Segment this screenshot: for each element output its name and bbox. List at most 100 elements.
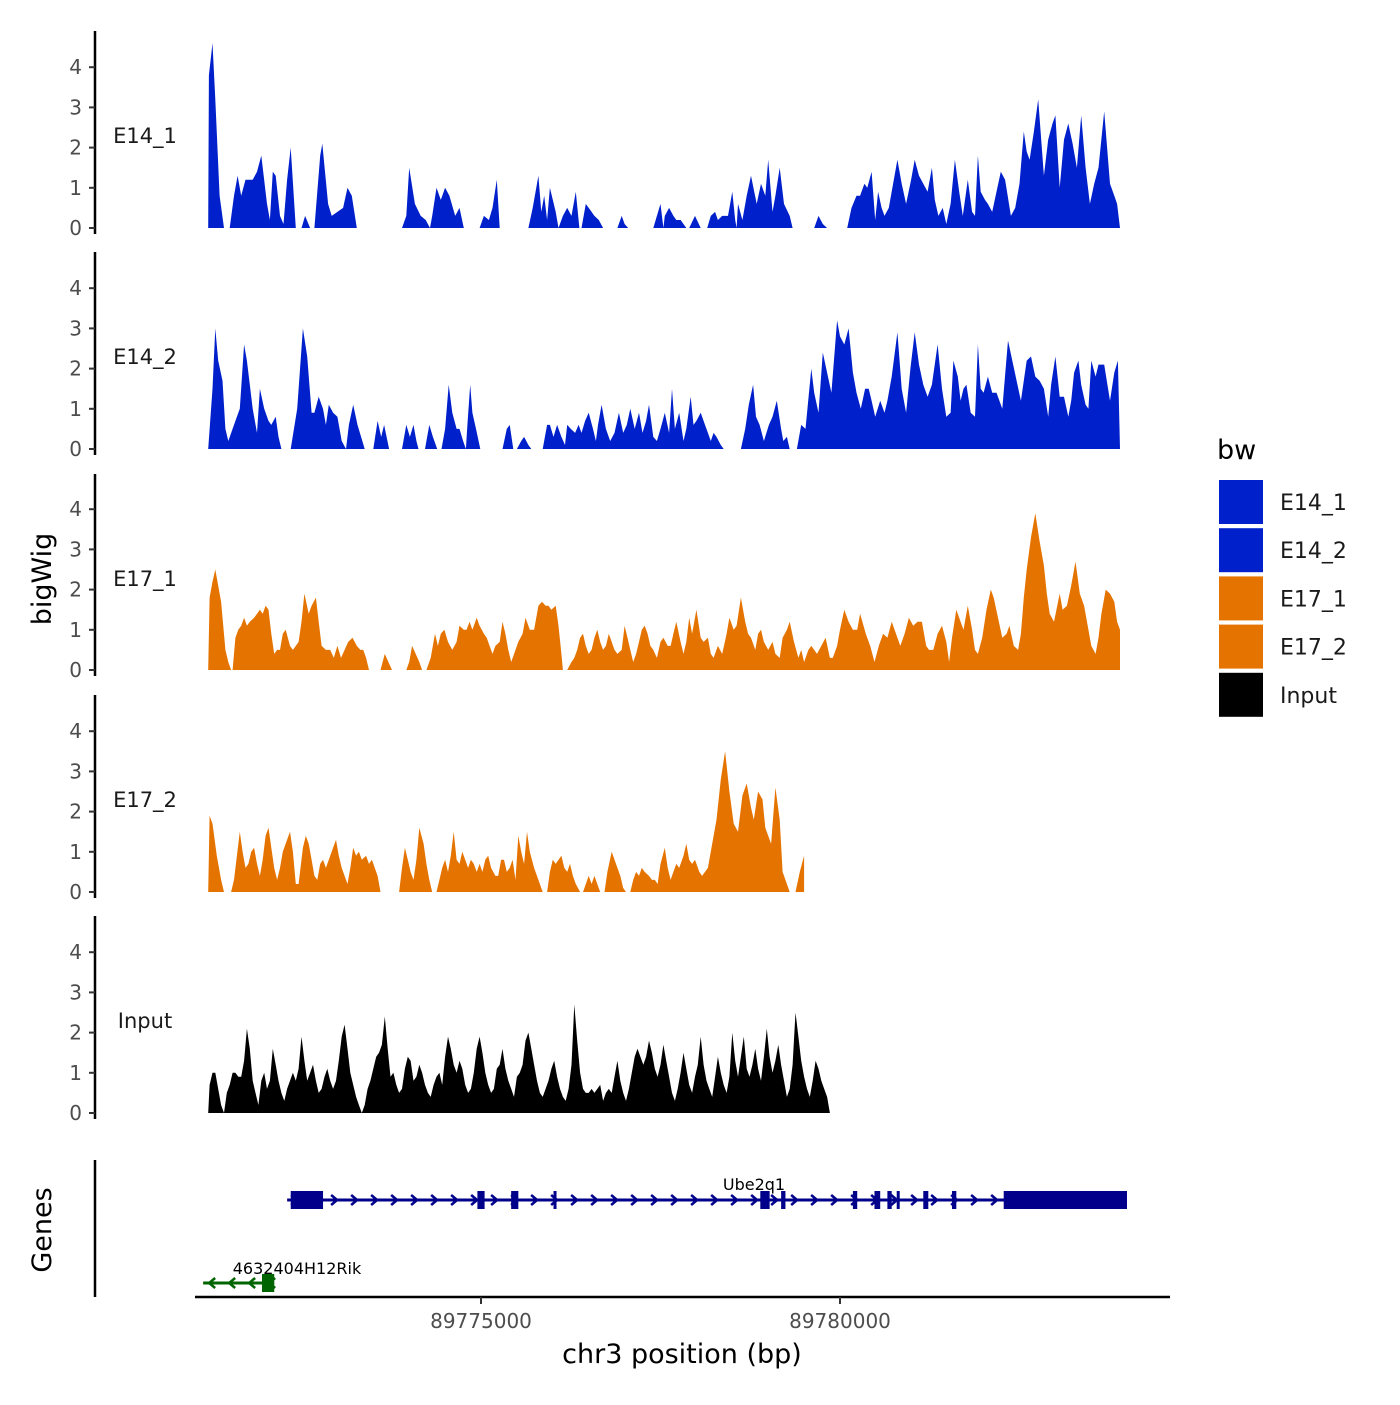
legend-label: E17_1: [1280, 587, 1347, 612]
y-tick-label: 0: [69, 880, 82, 904]
x-tick-label: 89775000: [430, 1309, 532, 1333]
legend-label: E14_1: [1280, 491, 1347, 516]
gene-exon: [262, 1274, 275, 1292]
track-label: Input: [118, 1009, 172, 1033]
y-tick-label: 0: [69, 437, 82, 461]
coverage-area: [208, 320, 1120, 449]
gene-exon: [923, 1191, 929, 1209]
legend-title: bw: [1217, 435, 1256, 466]
legend: bw E14_1 E14_2 E17_1 E17_2 Input: [1217, 435, 1347, 717]
gene-exon: [1003, 1191, 1127, 1209]
y-tick-label: 2: [69, 1021, 82, 1045]
track-E17_2: 0 1 2 3 4 E17_2: [69, 695, 805, 904]
strand-chevron: [430, 1194, 440, 1206]
y-tick-label: 3: [69, 980, 82, 1004]
y-tick-label: 0: [69, 216, 82, 240]
track-E14_1: 0 1 2 3 4 E14_1: [69, 31, 1120, 240]
strand-chevron: [970, 1194, 980, 1206]
gene-exon: [290, 1191, 324, 1209]
gene-exon: [477, 1191, 485, 1209]
legend-label: E17_2: [1280, 636, 1347, 661]
strand-chevron: [207, 1277, 216, 1289]
gene-Ube2q1: Ube2q1: [287, 1175, 1127, 1209]
gene-exon: [852, 1191, 858, 1209]
x-axis: 89775000 89780000 chr3 position (bp): [195, 1295, 1170, 1370]
coverage-area: [208, 43, 1120, 228]
track-label: E17_1: [113, 567, 177, 592]
strand-chevron: [227, 1277, 236, 1289]
strand-chevron: [610, 1194, 620, 1206]
strand-chevron: [350, 1194, 360, 1206]
strand-chevron: [630, 1194, 640, 1206]
strand-chevron: [650, 1194, 660, 1206]
y-tick-label: 3: [69, 537, 82, 561]
y-tick-label: 3: [69, 316, 82, 340]
strand-chevron: [330, 1194, 340, 1206]
strand-chevron: [730, 1194, 740, 1206]
y-tick-label: 4: [69, 719, 82, 743]
strand-chevron: [790, 1194, 800, 1206]
y-tick-label: 4: [69, 276, 82, 300]
track-E17_1: 0 1 2 3 4 E17_1: [69, 474, 1120, 682]
strand-chevron: [670, 1194, 680, 1206]
y-tick-label: 1: [69, 1061, 82, 1085]
gene-exon: [887, 1191, 892, 1209]
strand-chevron: [247, 1277, 256, 1289]
y-axis-title: bigWig: [27, 533, 58, 626]
gene-label: 4632404H12Rik: [233, 1259, 362, 1278]
gene-exon: [952, 1191, 957, 1209]
y-tick-label: 4: [69, 55, 82, 79]
y-tick-label: 2: [69, 578, 82, 602]
x-axis-title: chr3 position (bp): [562, 1339, 802, 1370]
strand-chevron: [490, 1194, 500, 1206]
gene-exon: [511, 1191, 519, 1209]
legend-entries: E14_1 E14_2 E17_1 E17_2 Input: [1219, 480, 1347, 717]
strand-chevron: [370, 1194, 380, 1206]
gene-label: Ube2q1: [723, 1175, 785, 1194]
x-ticks: 89775000 89780000: [430, 1297, 891, 1333]
strand-chevron: [590, 1194, 600, 1206]
strand-chevron: [570, 1194, 580, 1206]
genes-axis-title: Genes: [27, 1187, 58, 1272]
legend-label: Input: [1280, 684, 1337, 709]
y-tick-label: 1: [69, 618, 82, 642]
legend-swatch: [1219, 672, 1263, 717]
legend-swatch: [1219, 480, 1263, 524]
strand-chevron: [450, 1194, 460, 1206]
gene-4632404H12Rik: 4632404H12Rik: [203, 1259, 362, 1292]
gene-exon: [553, 1191, 557, 1209]
track-label: E14_2: [113, 345, 177, 370]
track-E14_2: 0 1 2 3 4 E14_2: [69, 252, 1120, 461]
legend-swatch: [1219, 624, 1263, 669]
y-tick-label: 4: [69, 497, 82, 521]
strand-chevron: [810, 1194, 820, 1206]
strand-chevron: [530, 1194, 540, 1206]
y-tick-label: 3: [69, 95, 82, 119]
track-Input: 0 1 2 3 4 Input: [69, 916, 830, 1125]
coverage-area: [208, 751, 805, 892]
strand-chevron: [410, 1194, 420, 1206]
y-tick-label: 2: [69, 357, 82, 381]
strand-chevron: [830, 1194, 840, 1206]
y-tick-label: 4: [69, 940, 82, 964]
strand-chevron: [910, 1194, 920, 1206]
y-tick-label: 1: [69, 176, 82, 200]
strand-chevron: [930, 1194, 940, 1206]
strand-chevron: [390, 1194, 400, 1206]
coverage-area: [208, 513, 1120, 670]
track-label: E14_1: [113, 124, 177, 149]
genes-layer: Ube2q1 4632404H12Rik: [93, 1160, 1127, 1297]
strand-chevron: [990, 1194, 1000, 1206]
strand-chevron: [690, 1194, 700, 1206]
legend-label: E14_2: [1280, 539, 1347, 564]
y-tick-label: 0: [69, 658, 82, 682]
strand-chevron: [550, 1194, 560, 1206]
x-tick-label: 89780000: [789, 1309, 891, 1333]
strand-chevron: [470, 1194, 480, 1206]
legend-swatch: [1219, 576, 1263, 621]
y-tick-label: 0: [69, 1101, 82, 1125]
y-tick-label: 1: [69, 840, 82, 864]
gene-exon: [896, 1191, 900, 1209]
